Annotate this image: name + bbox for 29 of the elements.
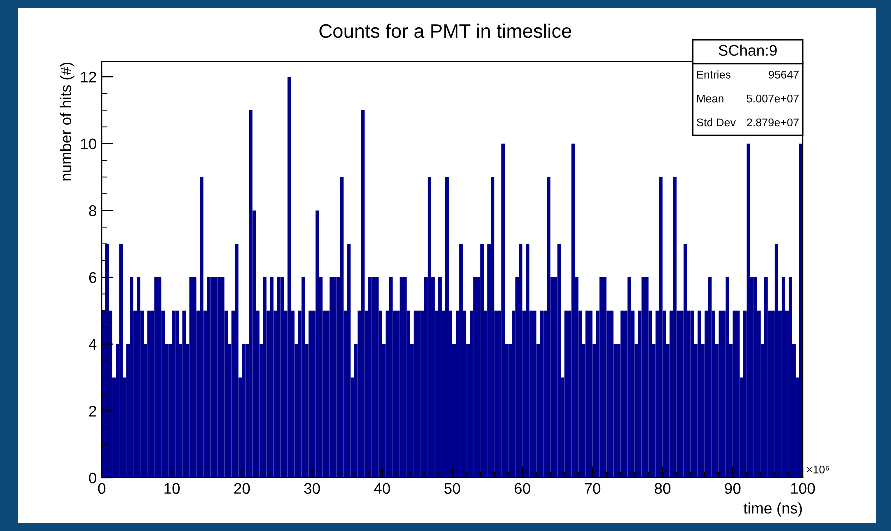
x-tick-label: 50 — [444, 483, 460, 494]
x-tick-label: 70 — [584, 483, 601, 494]
x-tick-label: 20 — [234, 483, 250, 494]
y-axis-title: number of hits (#) — [60, 62, 75, 181]
annotation: 2.879e+07 — [747, 118, 799, 127]
x-tick-label: 30 — [304, 483, 320, 494]
y-tick-label: 2 — [89, 406, 96, 417]
x-tick-label: 80 — [654, 483, 671, 494]
text: ×10⁶ — [807, 466, 830, 474]
y-tick-label: 0 — [89, 472, 97, 484]
annotation: Entries — [697, 70, 731, 79]
chart-title: Counts for a PMT in timeslice — [320, 24, 572, 38]
y-tick-label: 4 — [88, 339, 97, 350]
y-tick-label: 12 — [81, 72, 96, 83]
x-axis-title: time (ns) — [744, 502, 802, 517]
x-tick-label: 100 — [791, 483, 816, 494]
annotation: 95647 — [769, 70, 799, 79]
y-tick-label: 8 — [89, 206, 96, 216]
text: SChan:9 — [718, 44, 778, 56]
y-tick-label: 6 — [89, 272, 96, 284]
x-tick-label: 0 — [98, 483, 106, 494]
annotation: Std Dev — [697, 118, 736, 127]
x-tick-label: 90 — [725, 483, 741, 494]
annotation: 5.007e+07 — [747, 94, 799, 103]
x-tick-label: 10 — [164, 483, 180, 494]
y-tick-label: 10 — [81, 138, 97, 150]
x-tick-label: 60 — [514, 483, 530, 494]
x-tick-label: 40 — [374, 483, 390, 494]
annotation: Mean — [697, 94, 724, 103]
